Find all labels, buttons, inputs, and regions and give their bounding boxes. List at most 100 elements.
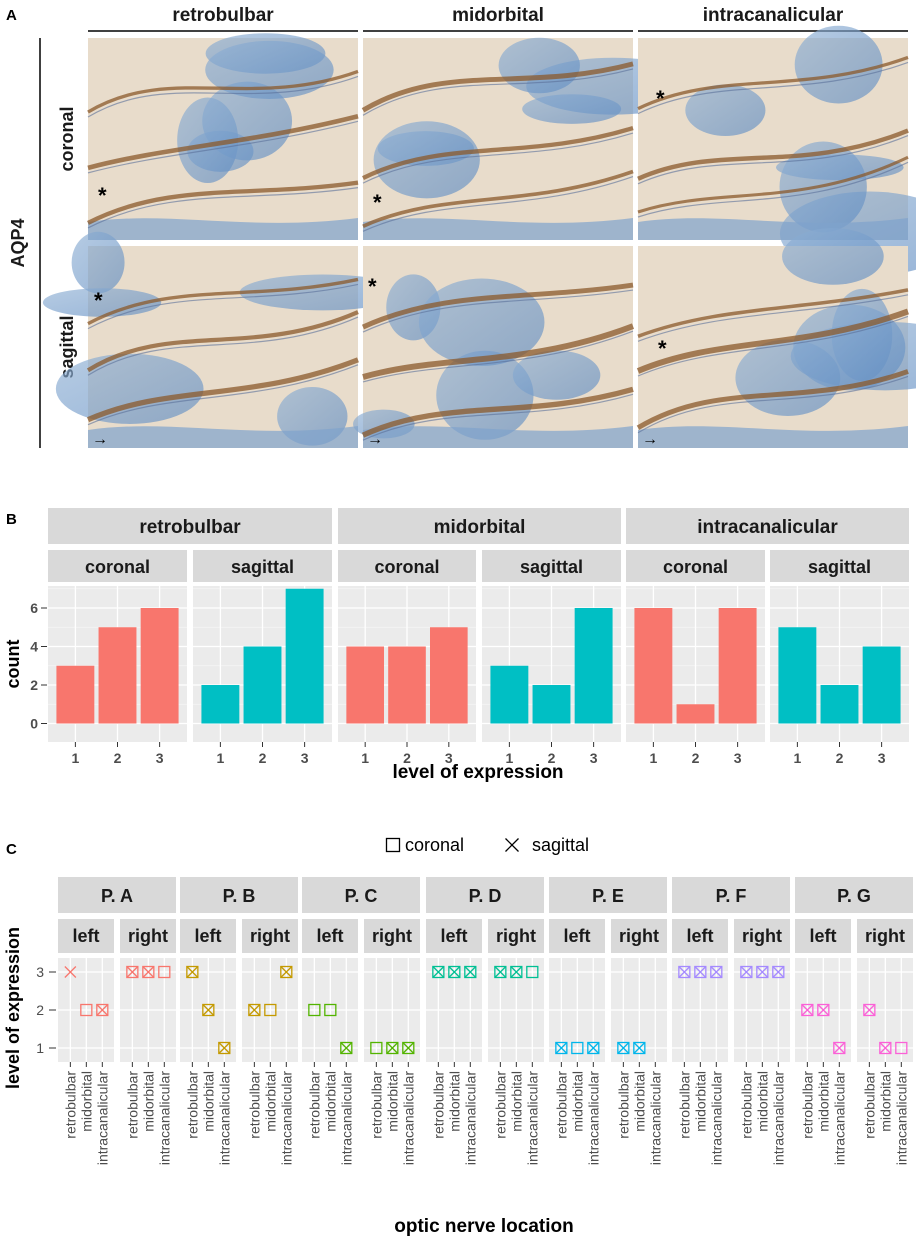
arrow-marker: → — [642, 431, 658, 448]
patient-title: P. D — [469, 886, 502, 906]
tissue-band — [88, 426, 358, 448]
marker-coronal-sagittal — [340, 1041, 353, 1055]
bar-intracanalicular-sagittal-1 — [778, 627, 817, 724]
tissue-blob — [512, 350, 601, 400]
x-tick-label: 3 — [445, 750, 453, 766]
bar-midorbital-coronal-3 — [430, 627, 468, 724]
stained-membrane — [362, 323, 635, 380]
patient-title: P. G — [837, 886, 871, 906]
side-strip-right — [857, 919, 913, 953]
marker-coronal-sagittal — [817, 1003, 830, 1017]
subfacet-strip — [626, 550, 765, 582]
tissue-blob — [373, 121, 480, 199]
tissue-band — [638, 426, 908, 448]
marker-coronal-sagittal — [801, 1003, 814, 1017]
marker-coronal-sagittal — [386, 1041, 399, 1055]
x-tick-label-intracanalicular: intracanalicular — [400, 1071, 416, 1165]
patient-title: P. C — [345, 886, 378, 906]
side-title-left: left — [195, 926, 222, 946]
bar-midorbital-coronal-1 — [346, 646, 384, 724]
x-tick-label: 2 — [114, 750, 122, 766]
side-title-right: right — [619, 926, 659, 946]
x-tick-label-midorbital: midorbital — [692, 1071, 708, 1132]
x-tick-label-intracanalicular: intracanalicular — [338, 1071, 354, 1165]
x-tick-label-midorbital: midorbital — [446, 1071, 462, 1132]
subfacet-title-sagittal: sagittal — [231, 557, 294, 577]
marker-sagittal — [96, 1004, 109, 1016]
tissue-blob — [794, 25, 883, 104]
bar-retrobulbar-coronal-1 — [56, 665, 95, 724]
marker-coronal-sagittal — [833, 1041, 846, 1055]
x-tick-label-intracanalicular: intracanalicular — [278, 1071, 294, 1165]
marker-sagittal — [386, 1042, 399, 1054]
membrane-nuclei — [87, 316, 359, 376]
x-tick-label-intracanalicular: intracanalicular — [94, 1071, 110, 1165]
subfacet-strip — [48, 550, 187, 582]
asterisk-marker: * — [368, 274, 377, 299]
x-tick-label-intracanalicular: intracanalicular — [647, 1071, 663, 1165]
tissue-band — [363, 426, 633, 448]
x-tick-label: 1 — [361, 750, 369, 766]
marker-coronal — [264, 1003, 277, 1017]
marker-coronal-sagittal — [432, 965, 445, 979]
marker-coronal — [80, 1003, 93, 1017]
membrane-nuclei — [87, 283, 359, 330]
x-tick-label-retrobulbar: retrobulbar — [615, 1071, 631, 1139]
micrograph-coronal-intracanalicular: * — [637, 25, 916, 276]
facet-strip-intracanalicular — [626, 508, 909, 544]
stained-membrane — [637, 55, 909, 111]
stained-membrane — [637, 128, 909, 181]
side-strip-left — [180, 919, 236, 953]
x-tick-label: 1 — [793, 750, 801, 766]
subfacet-strip — [482, 550, 621, 582]
membrane-nuclei — [362, 330, 634, 383]
marker-coronal — [308, 1003, 321, 1017]
patient-title: P. A — [101, 886, 133, 906]
bar-intracanalicular-sagittal-2 — [820, 685, 859, 724]
subfacet-strip — [193, 550, 332, 582]
facet-title-intracanalicular: intracanalicular — [697, 517, 838, 538]
asterisk-marker: * — [98, 183, 107, 208]
marker-sagittal — [863, 1004, 876, 1016]
tissue-blob — [782, 228, 884, 285]
marker-coronal — [571, 1041, 584, 1055]
y-axis-label: count — [3, 640, 23, 689]
marker-sagittal — [448, 966, 461, 978]
tissue-blob — [42, 288, 162, 317]
side-title-right: right — [742, 926, 782, 946]
bar-retrobulbar-coronal-2 — [98, 627, 137, 724]
micrograph-sagittal-retrobulbar: *→ — [42, 231, 406, 448]
x-tick-label: 3 — [156, 750, 164, 766]
x-tick-label-midorbital: midorbital — [322, 1071, 338, 1132]
marker-coronal-sagittal — [710, 965, 723, 979]
tissue-blob — [71, 231, 125, 294]
side-title-left: left — [317, 926, 344, 946]
stained-membrane — [637, 155, 909, 214]
x-tick-label-retrobulbar: retrobulbar — [62, 1071, 78, 1139]
membrane-nuclei — [637, 294, 909, 342]
x-tick-label-retrobulbar: retrobulbar — [799, 1071, 815, 1139]
marker-coronal-sagittal — [633, 1041, 646, 1055]
tissue-band — [363, 218, 633, 240]
marker-sagittal — [801, 1004, 814, 1016]
y-axis-label: level of expression — [3, 927, 23, 1089]
marker-sagittal — [833, 1042, 846, 1054]
marker-sagittal — [510, 966, 523, 978]
x-tick-label: 3 — [734, 750, 742, 766]
side-title-left: left — [810, 926, 837, 946]
row-label-sagittal: sagittal — [57, 315, 77, 378]
marker-sagittal — [186, 966, 199, 978]
micrograph-sagittal-midorbital: *→ — [353, 246, 635, 448]
x-tick-label-intracanalicular: intracanalicular — [770, 1071, 786, 1165]
stained-membrane — [361, 386, 634, 438]
tissue-blob — [498, 37, 580, 94]
asterisk-marker: * — [658, 336, 667, 361]
x-tick-label-midorbital: midorbital — [384, 1071, 400, 1132]
subfacet-title-coronal: coronal — [85, 557, 150, 577]
stained-membrane — [86, 310, 359, 373]
side-strip-right — [242, 919, 298, 953]
stained-membrane — [361, 61, 634, 113]
marker-sagittal — [505, 838, 519, 852]
marker-coronal-sagittal — [772, 965, 785, 979]
